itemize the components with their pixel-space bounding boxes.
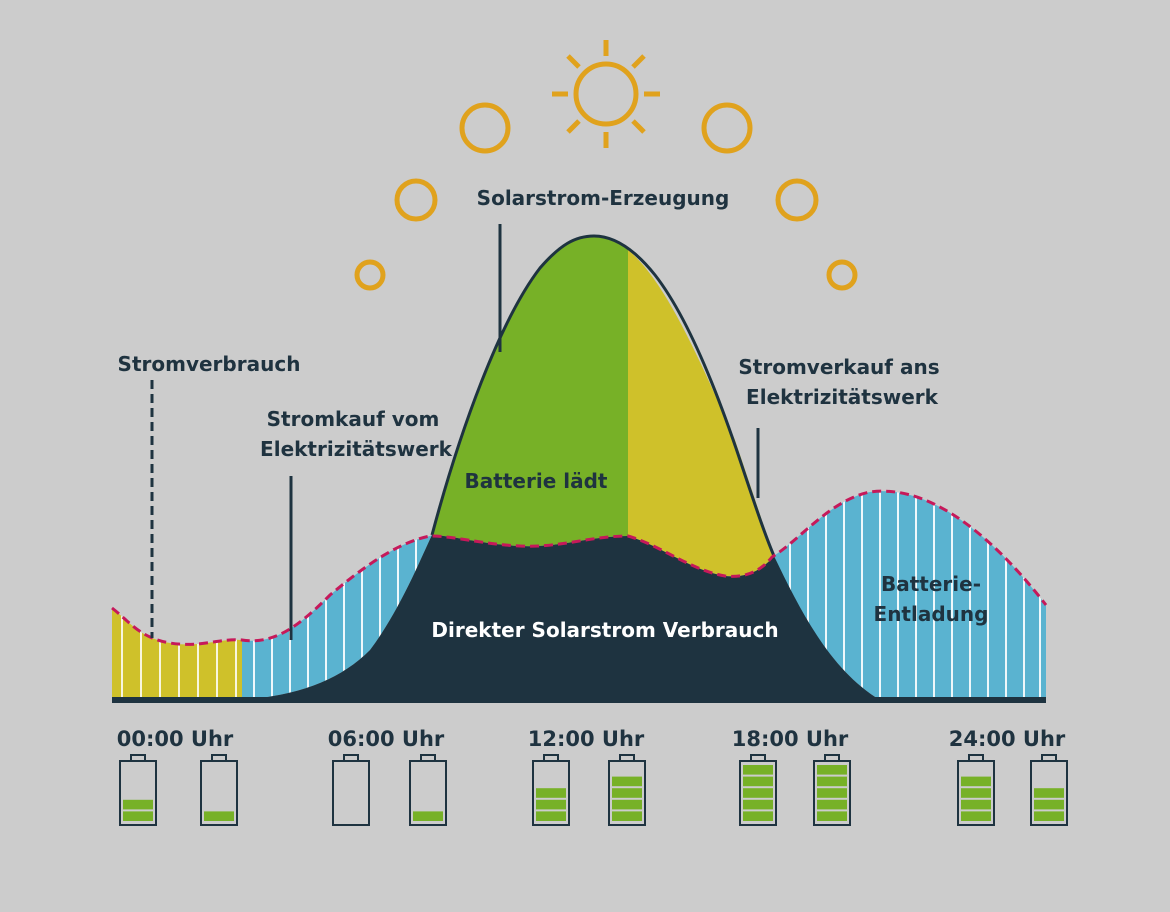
time-label-18: 18:00 Uhr — [732, 727, 849, 751]
sun-circle-right-1 — [826, 259, 858, 291]
sun-rays — [552, 40, 660, 148]
consumption-label: Stromverbrauch — [118, 352, 301, 376]
battery-icon — [200, 754, 238, 826]
battery-charge-segment — [961, 811, 991, 821]
direct-consumption-label: Direkter Solarstrom Verbrauch — [431, 618, 778, 642]
battery-charge-segment — [536, 788, 566, 798]
battery-charge-segment — [817, 799, 847, 810]
production-outline — [430, 234, 776, 557]
battery-charge-segment — [743, 765, 773, 775]
time-label-12: 12:00 Uhr — [528, 727, 645, 751]
sun-arc — [354, 61, 858, 291]
battery-charge-segment — [961, 788, 991, 798]
time-label-06: 06:00 Uhr — [328, 727, 445, 751]
battery-charge-segment — [612, 788, 642, 798]
time-label-24: 24:00 Uhr — [949, 727, 1066, 751]
battery-charge-segment — [743, 811, 773, 821]
battery-charge-segment — [1034, 799, 1064, 810]
battery-charge-segment — [961, 776, 991, 787]
sun-circle-left-2 — [394, 178, 438, 222]
sun-circle-right-2 — [775, 178, 819, 222]
battery-discharge-label-line1: Batterie- — [881, 572, 981, 596]
battery-charge-segment — [612, 799, 642, 810]
battery-icon — [608, 754, 646, 826]
battery-charge-segment — [743, 799, 773, 810]
grid-purchase-label-line1: Stromkauf vom — [267, 407, 440, 431]
battery-charge-segment — [413, 811, 443, 821]
grid-feed-in-label-line2: Elektrizitätswerk — [746, 385, 939, 409]
battery-charging-label: Batterie lädt — [465, 469, 608, 493]
battery-charge-segment — [123, 811, 153, 821]
battery-discharge-area-evening — [772, 491, 1046, 700]
battery-icon — [409, 754, 447, 826]
battery-charge-segment — [817, 788, 847, 798]
battery-icon — [119, 754, 157, 826]
sun-circle-left-3 — [459, 102, 511, 154]
time-label-00: 00:00 Uhr — [117, 727, 234, 751]
battery-charge-segment — [817, 776, 847, 787]
battery-row — [119, 754, 1068, 826]
battery-charging-area — [432, 236, 628, 547]
battery-charge-segment — [743, 788, 773, 798]
battery-charge-segment — [536, 799, 566, 810]
consumption-curve — [111, 489, 1048, 646]
battery-charge-segment — [123, 799, 153, 810]
battery-charge-segment — [1034, 788, 1064, 798]
grid-feed-in-label-line1: Stromverkauf ans — [738, 355, 939, 379]
battery-icon — [532, 754, 570, 826]
production-label: Solarstrom-Erzeugung — [477, 186, 730, 210]
battery-charge-segment — [961, 799, 991, 810]
battery-icon — [1030, 754, 1068, 826]
battery-charge-segment — [612, 811, 642, 821]
battery-charge-segment — [204, 811, 234, 821]
battery-icon — [957, 754, 995, 826]
battery-icon — [813, 754, 851, 826]
battery-charge-segment — [817, 765, 847, 775]
sun-icon — [573, 61, 639, 127]
battery-charge-segment — [612, 776, 642, 787]
battery-charge-segment — [817, 811, 847, 821]
battery-charge-segment — [1034, 811, 1064, 821]
sun-circle-left-1 — [354, 259, 386, 291]
battery-icon — [332, 754, 370, 826]
battery-charge-segment — [536, 811, 566, 821]
grid-purchase-area — [112, 608, 242, 700]
sun-circle-right-3 — [701, 102, 753, 154]
battery-icon — [739, 754, 777, 826]
battery-discharge-label-line2: Entladung — [874, 602, 989, 626]
grid-purchase-label-line2: Elektrizitätswerk — [260, 437, 453, 461]
grid-feed-in-area — [628, 250, 774, 577]
battery-charge-segment — [743, 776, 773, 787]
